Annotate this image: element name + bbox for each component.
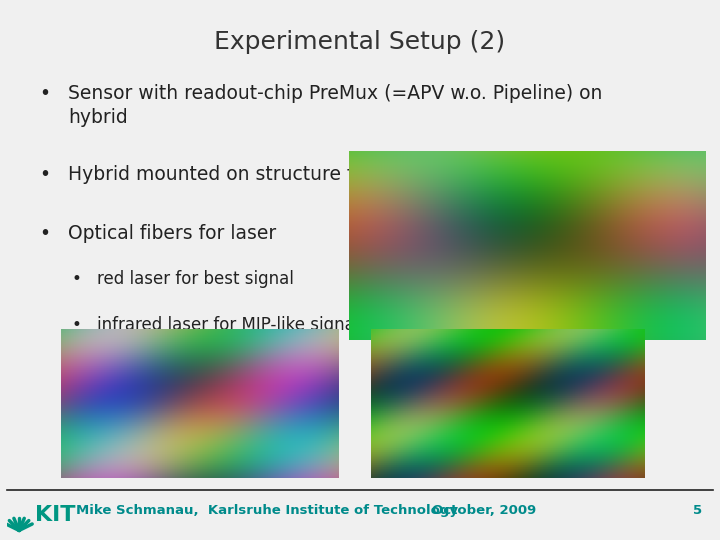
Text: 5: 5 bbox=[693, 504, 702, 517]
Text: •: • bbox=[72, 316, 82, 334]
Text: Sensor with readout-chip PreMux (=APV w.o. Pipeline) on
hybrid: Sensor with readout-chip PreMux (=APV w.… bbox=[68, 84, 603, 127]
Text: Hybrid mounted on structure for magnet: Hybrid mounted on structure for magnet bbox=[68, 165, 451, 184]
Text: KIT: KIT bbox=[35, 505, 76, 525]
Text: •: • bbox=[40, 165, 50, 184]
Text: infrared laser for MIP-like signal: infrared laser for MIP-like signal bbox=[97, 316, 359, 334]
Text: •: • bbox=[72, 270, 82, 288]
Text: •: • bbox=[40, 224, 50, 243]
Text: Mike Schmanau,  Karlsruhe Institute of Technology: Mike Schmanau, Karlsruhe Institute of Te… bbox=[76, 504, 458, 517]
Text: Experimental Setup (2): Experimental Setup (2) bbox=[215, 30, 505, 53]
Text: •: • bbox=[40, 84, 50, 103]
Text: Optical fibers for laser: Optical fibers for laser bbox=[68, 224, 276, 243]
Text: red laser for best signal: red laser for best signal bbox=[97, 270, 294, 288]
Text: October, 2009: October, 2009 bbox=[432, 504, 536, 517]
